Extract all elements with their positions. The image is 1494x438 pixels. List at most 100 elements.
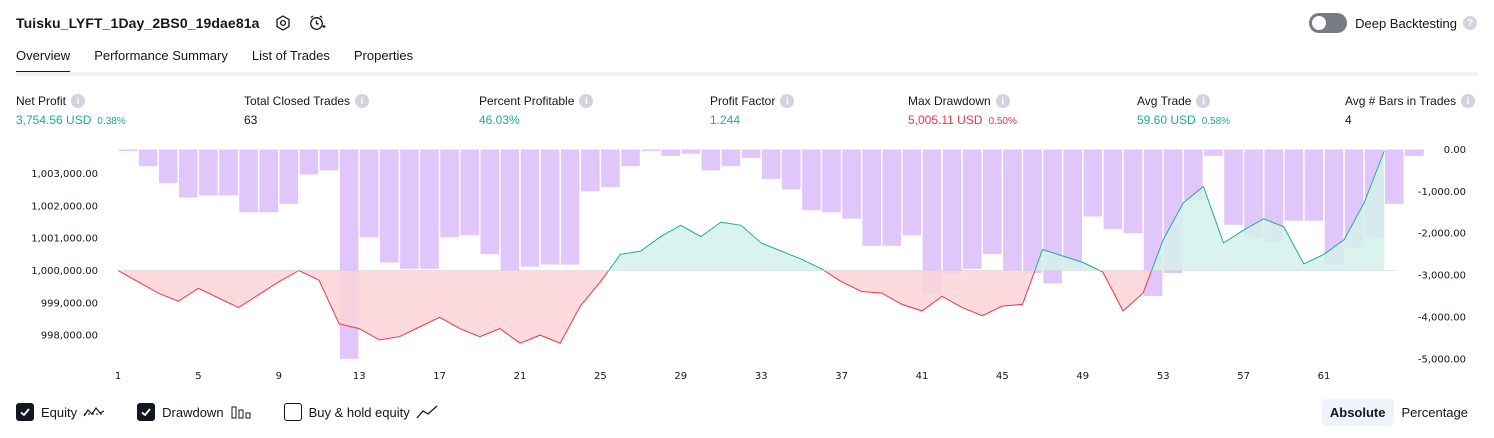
help-icon[interactable]: i — [1196, 94, 1211, 108]
metric-label: Profit Factor — [710, 94, 776, 108]
x-axis-tick: 17 — [433, 371, 446, 382]
help-icon[interactable]: i — [355, 94, 370, 108]
drawdown-bar — [319, 149, 339, 171]
drawdown-bar — [902, 149, 922, 236]
equity-profit-line — [608, 221, 825, 271]
drawdown-bar — [239, 149, 258, 213]
report-tabs: Overview Performance Summary List of Tra… — [16, 48, 437, 73]
equity-loss-area — [824, 270, 1035, 316]
drawdown-bar — [1123, 149, 1143, 234]
metric-label: Net Profit — [16, 94, 67, 108]
equity-profit-line — [1151, 150, 1385, 271]
tab-overview[interactable]: Overview — [16, 48, 71, 73]
drawdown-checkbox[interactable] — [137, 403, 156, 421]
metric-total-closed-trades: Total Closed Trades i 63 — [244, 94, 370, 127]
right-axis-tick: -3,000.00 — [1418, 271, 1466, 282]
legend-equity[interactable]: Equity — [16, 403, 105, 421]
drawdown-bar — [1043, 149, 1062, 284]
drawdown-bar — [1385, 149, 1404, 204]
drawdown-bar — [359, 149, 379, 238]
drawdown-bar — [962, 149, 982, 269]
equity-loss-line — [1099, 270, 1153, 312]
equity-line-icon — [83, 405, 105, 419]
drawdown-bar — [942, 149, 962, 273]
gear-icon[interactable] — [273, 13, 293, 33]
deep-backtesting-label: Deep Backtesting — [1355, 15, 1457, 31]
help-icon[interactable]: ? — [1463, 16, 1477, 30]
drawdown-bar — [1224, 149, 1243, 225]
metric-value: 3,754.56 USD — [16, 113, 92, 127]
drawdown-bar — [862, 149, 881, 246]
drawdown-bar — [802, 149, 821, 211]
drawdown-bar — [822, 149, 841, 213]
x-axis-tick: 5 — [195, 371, 201, 382]
help-icon[interactable]: i — [71, 94, 86, 108]
legend-drawdown-label: Drawdown — [162, 404, 224, 420]
left-axis-tick: 1,001,000.00 — [31, 234, 98, 245]
percentage-button[interactable]: Percentage — [1401, 405, 1469, 420]
x-axis-tick: 33 — [755, 371, 768, 382]
left-axis: 1,003,000.00 1,002,000.00 1,001,000.00 1,00… — [31, 169, 98, 342]
legend-equity-label: Equity — [41, 404, 78, 420]
tabs-divider — [16, 72, 1478, 76]
drawdown-bar — [118, 149, 138, 151]
x-axis: 1 5 9 13 17 21 25 29 33 37 41 45 49 53 57 61 — [115, 371, 1331, 382]
x-axis-tick: 57 — [1237, 371, 1250, 382]
left-axis-tick: 998,000.00 — [41, 331, 98, 342]
drawdown-bar — [882, 149, 902, 246]
drawdown-bar — [621, 149, 640, 167]
metric-avg-trade: Avg Trade i 59.60 USD 0.58% — [1137, 94, 1230, 127]
drawdown-bar — [520, 149, 540, 267]
help-icon[interactable]: i — [780, 94, 795, 108]
equity-checkbox[interactable] — [16, 403, 34, 421]
x-axis-tick: 45 — [996, 371, 1009, 382]
metric-percent: 0.50% — [988, 116, 1017, 127]
legend-buy-hold-label: Buy & hold equity — [308, 404, 410, 420]
drawdown-bar — [1244, 149, 1263, 238]
drawdown-bar — [199, 149, 218, 196]
metric-value: 4 — [1345, 113, 1352, 127]
buy-hold-checkbox[interactable] — [283, 403, 302, 421]
legend-drawdown[interactable]: Drawdown — [137, 403, 251, 421]
drawdown-bar — [601, 149, 620, 188]
drawdown-bar — [681, 149, 701, 154]
drawdown-bar — [782, 149, 801, 190]
report-header: Tuisku_LYFT_1Day_2BS0_19dae81a — [16, 10, 327, 36]
help-icon[interactable]: i — [995, 94, 1010, 108]
x-axis-tick: 49 — [1076, 371, 1089, 382]
tab-list-of-trades[interactable]: List of Trades — [251, 48, 330, 63]
tab-properties[interactable]: Properties — [353, 48, 414, 63]
drawdown-bar — [420, 149, 439, 269]
x-axis-tick: 21 — [514, 371, 527, 382]
equity-profit-area — [1151, 151, 1385, 271]
drawdown-bar — [560, 149, 580, 265]
x-axis-tick: 53 — [1157, 371, 1170, 382]
add-alert-clock-icon[interactable] — [307, 13, 327, 33]
drawdown-bar — [1405, 149, 1424, 156]
drawdown-bar — [842, 149, 861, 219]
equity-loss-area — [1099, 270, 1152, 311]
absolute-button[interactable]: Absolute — [1321, 399, 1394, 426]
metric-value: 59.60 USD — [1137, 113, 1196, 127]
metric-percent: 0.38% — [97, 116, 126, 127]
x-axis-tick: 41 — [916, 371, 929, 382]
left-axis-tick: 1,003,000.00 — [31, 169, 98, 180]
drawdown-bar — [1284, 149, 1304, 221]
drawdown-bar — [1083, 149, 1103, 217]
x-axis-tick: 9 — [276, 371, 282, 382]
tab-performance-summary[interactable]: Performance Summary — [94, 48, 228, 63]
drawdown-bar — [158, 149, 178, 183]
deep-backtesting-toggle[interactable] — [1309, 13, 1348, 33]
equity-loss-area — [118, 270, 299, 308]
drawdown-bar — [380, 149, 399, 263]
drawdown-bar — [219, 149, 238, 196]
help-icon[interactable]: i — [579, 94, 594, 108]
drawdown-bars — [118, 149, 1424, 359]
metric-label: Percent Profitable — [479, 94, 575, 108]
equity-loss-line — [298, 270, 610, 344]
drawdown-bar — [1204, 149, 1223, 156]
help-icon[interactable]: i — [1461, 94, 1476, 108]
equity-drawdown-chart[interactable]: 1,003,000.00 1,002,000.00 1,001,000.00 1,00… — [0, 140, 1494, 390]
metric-value: 46.03% — [479, 113, 520, 127]
legend-buy-hold[interactable]: Buy & hold equity — [283, 403, 438, 421]
